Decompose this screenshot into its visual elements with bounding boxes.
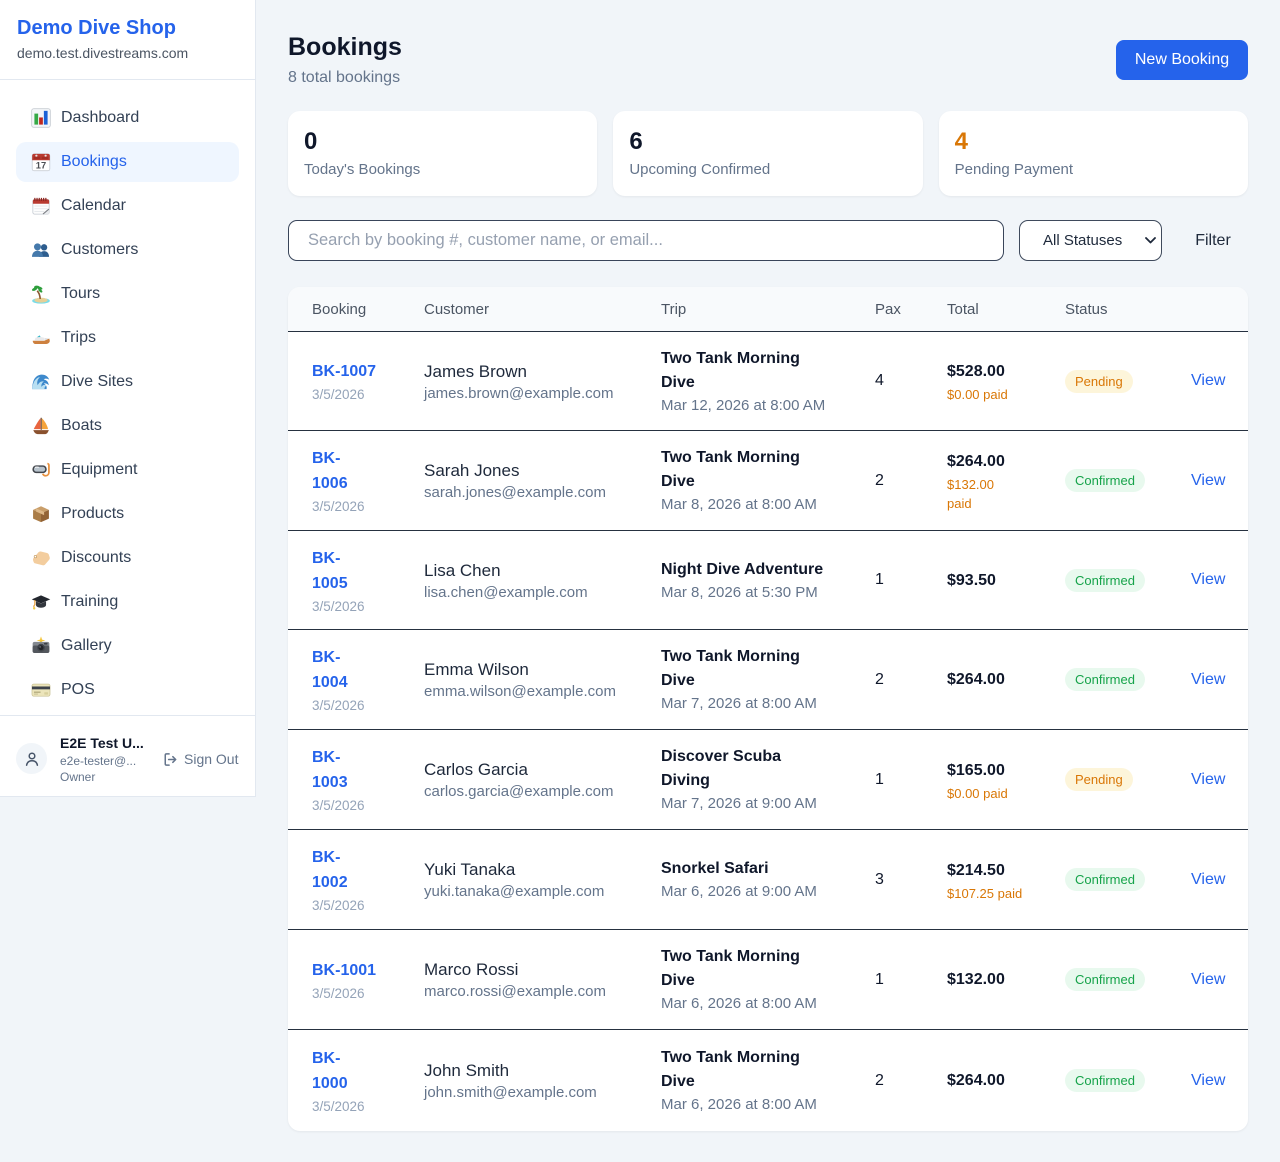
svg-text:17: 17 — [36, 161, 46, 171]
